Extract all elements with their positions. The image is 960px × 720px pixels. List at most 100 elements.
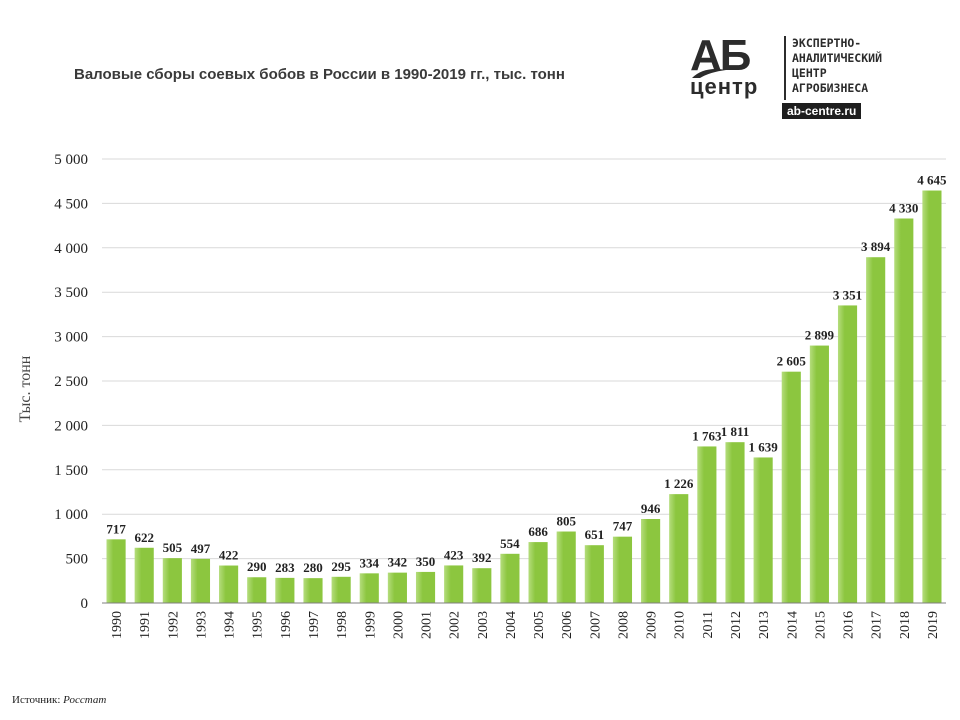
- bar-2002: [444, 565, 464, 603]
- x-tick-label-1995: 1995: [251, 611, 266, 639]
- x-tick-label-2008: 2008: [616, 611, 631, 639]
- bar-1994: [219, 565, 239, 603]
- x-tick-label-2019: 2019: [926, 611, 941, 639]
- x-tick-label-1996: 1996: [279, 611, 294, 639]
- x-tick-label-2010: 2010: [673, 611, 688, 639]
- source-note: Источник: Росстат: [12, 694, 106, 706]
- bar-2015: [809, 345, 829, 603]
- bar-2016: [837, 305, 858, 603]
- x-tick-label-2003: 2003: [476, 611, 491, 639]
- logo-url: ab-centre.ru: [782, 103, 862, 119]
- x-tick-label-2012: 2012: [729, 611, 744, 639]
- x-tick-label-1992: 1992: [166, 611, 181, 639]
- value-label-2007: 651: [585, 527, 605, 542]
- bar-2000: [387, 572, 407, 603]
- y-tick-label: 4 000: [54, 241, 88, 257]
- value-label-1996: 283: [275, 560, 295, 575]
- x-tick-label-2002: 2002: [448, 611, 463, 639]
- x-tick-label-2011: 2011: [701, 611, 716, 638]
- bar-1997: [303, 578, 323, 603]
- y-tick-label: 1 500: [54, 463, 88, 479]
- bar-2009: [641, 518, 661, 603]
- value-label-1999: 334: [360, 555, 380, 570]
- y-tick-label: 0: [81, 596, 89, 612]
- bars: [106, 190, 942, 604]
- logo-caption: ЭКСПЕРТНО- АНАЛИТИЧЕСКИЙ ЦЕНТР АГРОБИЗНЕ…: [792, 36, 883, 95]
- value-label-1997: 280: [303, 560, 323, 575]
- y-axis-label: Тыс. тонн: [17, 355, 34, 422]
- bar-1999: [359, 573, 379, 603]
- value-label-2011: 1 763: [692, 428, 722, 443]
- value-label-1992: 505: [163, 540, 183, 555]
- x-tick-label-2017: 2017: [870, 611, 885, 639]
- source-value: Росстат: [63, 694, 107, 706]
- bar-1990: [106, 539, 126, 603]
- value-label-2002: 423: [444, 547, 464, 562]
- x-tick-label-1993: 1993: [194, 611, 209, 639]
- value-label-1991: 622: [134, 530, 154, 545]
- y-tick-label: 1 000: [54, 507, 88, 523]
- value-label-2014: 2 605: [777, 354, 807, 369]
- value-label-2006: 805: [556, 514, 576, 529]
- x-tick-label-2015: 2015: [813, 611, 828, 639]
- ab-centre-logo: АБ центр ЭКСПЕРТНО- АНАЛИТИЧЕСКИЙ ЦЕНТР …: [688, 30, 938, 122]
- bar-2014: [781, 371, 801, 603]
- value-label-2013: 1 639: [749, 439, 779, 454]
- x-tick-label-2014: 2014: [785, 611, 800, 639]
- y-tick-label: 2 000: [54, 418, 88, 434]
- bar-1995: [247, 577, 267, 603]
- x-tick-label-2005: 2005: [532, 611, 547, 639]
- x-tick-label-1991: 1991: [138, 611, 153, 639]
- bar-2006: [556, 531, 576, 603]
- x-tick-label-2004: 2004: [504, 611, 519, 639]
- value-label-2010: 1 226: [664, 476, 694, 491]
- bar-2005: [528, 542, 548, 603]
- value-label-2005: 686: [528, 524, 548, 539]
- bar-2017: [866, 257, 886, 603]
- value-label-2003: 392: [472, 550, 492, 565]
- y-tick-label: 3 000: [54, 330, 88, 346]
- logo-divider: [784, 36, 786, 100]
- bar-1991: [134, 547, 154, 603]
- bar-2010: [669, 494, 689, 603]
- bar-1993: [190, 558, 211, 603]
- y-axis-ticks: 0 500 1 000 1 500 2 000 2 500 3 000 3 500 4 000 4…: [54, 152, 88, 612]
- value-label-1990: 717: [106, 521, 126, 536]
- chart-title: Валовые сборы соевых бобов в России в 19…: [74, 66, 565, 83]
- x-tick-label-2000: 2000: [391, 611, 406, 639]
- y-tick-label: 2 500: [54, 374, 88, 390]
- bar-2004: [500, 553, 520, 603]
- value-label-2017: 3 894: [861, 239, 891, 254]
- value-label-1993: 497: [191, 541, 211, 556]
- value-label-1995: 290: [247, 559, 267, 574]
- value-label-2016: 3 351: [833, 287, 862, 302]
- bar-2012: [725, 442, 745, 603]
- bar-2011: [697, 446, 717, 603]
- bar-2013: [753, 457, 773, 603]
- y-tick-label: 5 000: [54, 152, 88, 168]
- y-tick-label: 3 500: [54, 285, 88, 301]
- bar-2007: [584, 545, 604, 603]
- value-label-2000: 342: [388, 555, 408, 570]
- y-tick-label: 500: [66, 552, 89, 568]
- bar-2019: [922, 190, 942, 604]
- y-tick-label: 4 500: [54, 196, 88, 212]
- bar-2003: [472, 568, 492, 603]
- x-tick-label-2007: 2007: [588, 611, 603, 639]
- value-label-2001: 350: [416, 554, 436, 569]
- value-labels: 717 622 505 497 422 290 283 280 295 334 342 350 423 3…: [106, 173, 947, 576]
- leaf-icon: [692, 69, 726, 78]
- value-label-1998: 295: [331, 559, 351, 574]
- logo-mark-bottom: центр: [690, 74, 759, 99]
- bar-1992: [162, 558, 182, 603]
- bar-1996: [275, 577, 295, 603]
- bar-2018: [894, 218, 914, 603]
- value-label-2008: 747: [613, 519, 633, 534]
- x-tick-label-1999: 1999: [363, 611, 378, 639]
- value-label-2019: 4 645: [917, 173, 947, 188]
- value-label-2009: 946: [641, 501, 661, 516]
- x-tick-label-2001: 2001: [420, 611, 435, 639]
- x-tick-label-2009: 2009: [645, 611, 660, 639]
- x-tick-label-2006: 2006: [560, 611, 575, 639]
